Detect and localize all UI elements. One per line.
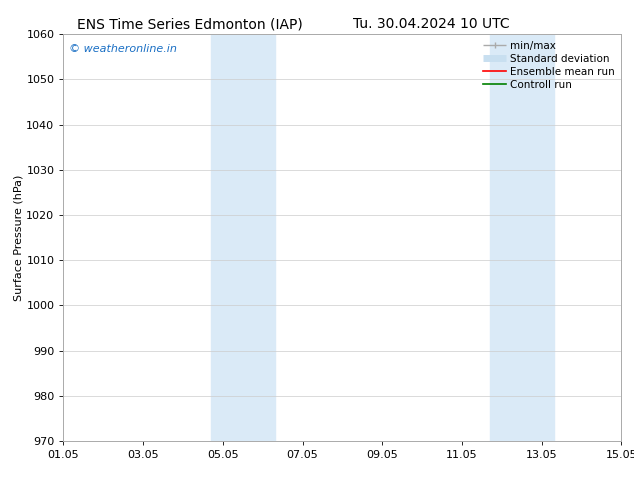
Y-axis label: Surface Pressure (hPa): Surface Pressure (hPa) <box>13 174 23 301</box>
Bar <box>490 34 553 441</box>
Text: ENS Time Series Edmonton (IAP): ENS Time Series Edmonton (IAP) <box>77 17 303 31</box>
Text: Tu. 30.04.2024 10 UTC: Tu. 30.04.2024 10 UTC <box>353 17 510 31</box>
Legend: min/max, Standard deviation, Ensemble mean run, Controll run: min/max, Standard deviation, Ensemble me… <box>479 36 619 94</box>
Text: © weatheronline.in: © weatheronline.in <box>69 45 177 54</box>
Bar <box>211 34 275 441</box>
